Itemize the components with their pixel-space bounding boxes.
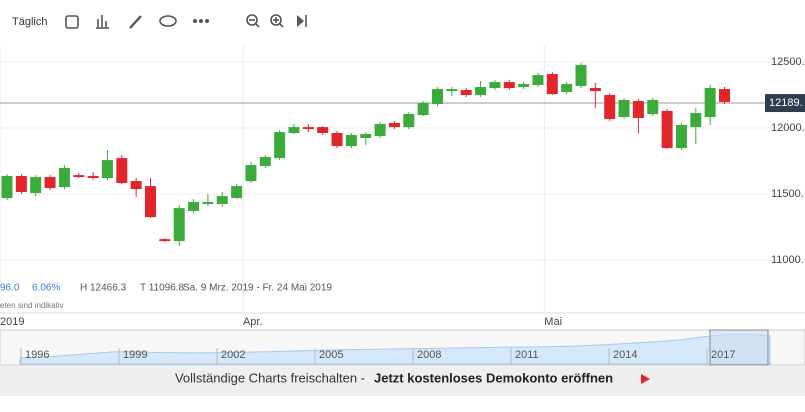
candle-body (331, 133, 343, 147)
year-label: 2005 (319, 349, 343, 361)
candle-body (130, 181, 142, 190)
change-pct: 6.06% (32, 283, 60, 294)
x-tick-label: 2019 (0, 316, 24, 328)
footer-text: Vollständige Charts freischalten - (175, 370, 365, 385)
candle-body (288, 127, 300, 134)
candle-body (73, 175, 85, 178)
calendar-icon[interactable] (65, 15, 79, 29)
candle-body (145, 186, 156, 218)
candle-body (403, 114, 415, 128)
candle-body (87, 176, 99, 179)
note: eten sind indikativ (0, 301, 64, 310)
candle-body (475, 86, 487, 96)
candle-body (388, 122, 400, 128)
draw-icon[interactable] (129, 15, 142, 29)
navigator: 1996 1999 2002 2005 2008 2011 2014 2017 (0, 329, 805, 366)
candle-body (503, 82, 515, 89)
candle-body (188, 202, 200, 212)
candle-body (546, 74, 558, 95)
candle-body (432, 89, 443, 104)
candle-body (561, 84, 573, 92)
y-tick-label: 11500. (771, 188, 804, 200)
candle-body (518, 84, 530, 87)
candle-body (690, 113, 702, 128)
last-price-label: 12189. (769, 97, 803, 109)
year-labels: 1996 1999 2002 2005 2008 2011 2014 2017 (20, 348, 735, 365)
link-arrow[interactable] (641, 374, 650, 384)
candle-body (302, 127, 314, 130)
y-tick-label: 12000. (771, 122, 805, 134)
candle-body (704, 88, 716, 118)
candle-body (30, 177, 42, 194)
low: T 11096.8 (140, 283, 185, 294)
candle-body (245, 165, 257, 182)
year-label: 2014 (613, 349, 637, 361)
candle-body (173, 208, 185, 242)
footer-link[interactable]: Jetzt kostenloses Demokonto eröffnen (374, 370, 613, 385)
year-label: 2011 (515, 349, 539, 361)
candle-body (632, 101, 644, 118)
candle-body (446, 89, 458, 92)
forward-icon[interactable] (297, 15, 307, 27)
candle-body (618, 100, 630, 118)
candle-body (159, 239, 171, 242)
y-tick-label: 11000. (771, 254, 804, 266)
candle-body (15, 176, 27, 192)
navigator-area (19, 333, 771, 365)
candle-body (719, 89, 730, 103)
candle-body (360, 134, 372, 139)
candle-body (460, 89, 472, 96)
candle-body (604, 95, 616, 120)
candle-body (317, 127, 329, 134)
candle-body (374, 124, 386, 137)
candle-body (216, 196, 228, 205)
candle-body (58, 167, 70, 188)
high: H 12466.3 (80, 283, 127, 294)
last-price-box (765, 94, 805, 113)
year-label: 1999 (123, 349, 147, 361)
interval[interactable]: Täglich (12, 16, 47, 28)
candle-body (231, 186, 243, 199)
candle-body (647, 100, 659, 115)
year-label: 2008 (417, 349, 441, 361)
candle-body (202, 202, 214, 205)
x-tick-label: Apr. (243, 316, 263, 328)
toolbar-icons (65, 14, 307, 29)
bars-icon[interactable] (96, 15, 109, 29)
candle-body (489, 82, 501, 89)
candle-body (675, 124, 687, 149)
candle-body (575, 65, 587, 87)
candle-body (589, 88, 601, 92)
navigator-window[interactable] (709, 329, 769, 366)
candle-body (101, 160, 113, 179)
candle-body (274, 132, 286, 159)
candle-body (345, 134, 357, 147)
footer-bg (0, 366, 805, 396)
zoom-out-icon[interactable] (246, 14, 260, 28)
x-tick-label: Mai (544, 316, 562, 328)
candle-body (661, 110, 673, 149)
candle-body (116, 158, 128, 184)
eye-icon[interactable] (159, 15, 177, 27)
year-label: 1996 (25, 349, 49, 361)
range: Sa. 9 Mrz. 2019 - Fr. 24 Mai 2019 (183, 283, 332, 294)
candle-body (259, 157, 271, 167)
zoom-in-icon[interactable] (270, 14, 284, 28)
y-tick-label: 12500. (771, 56, 805, 68)
candle-body (417, 103, 429, 116)
candle-body (44, 177, 56, 189)
change: 96.0 (0, 283, 20, 294)
year-label: 2002 (221, 349, 245, 361)
candle-body (532, 75, 544, 85)
candle-body (1, 176, 13, 199)
more-icon[interactable] (193, 19, 209, 23)
year-label: 2017 (711, 349, 735, 361)
plot: 11000. 11500. 12000. 12500. 2019 Apr. Mai 12189… (0, 45, 805, 328)
